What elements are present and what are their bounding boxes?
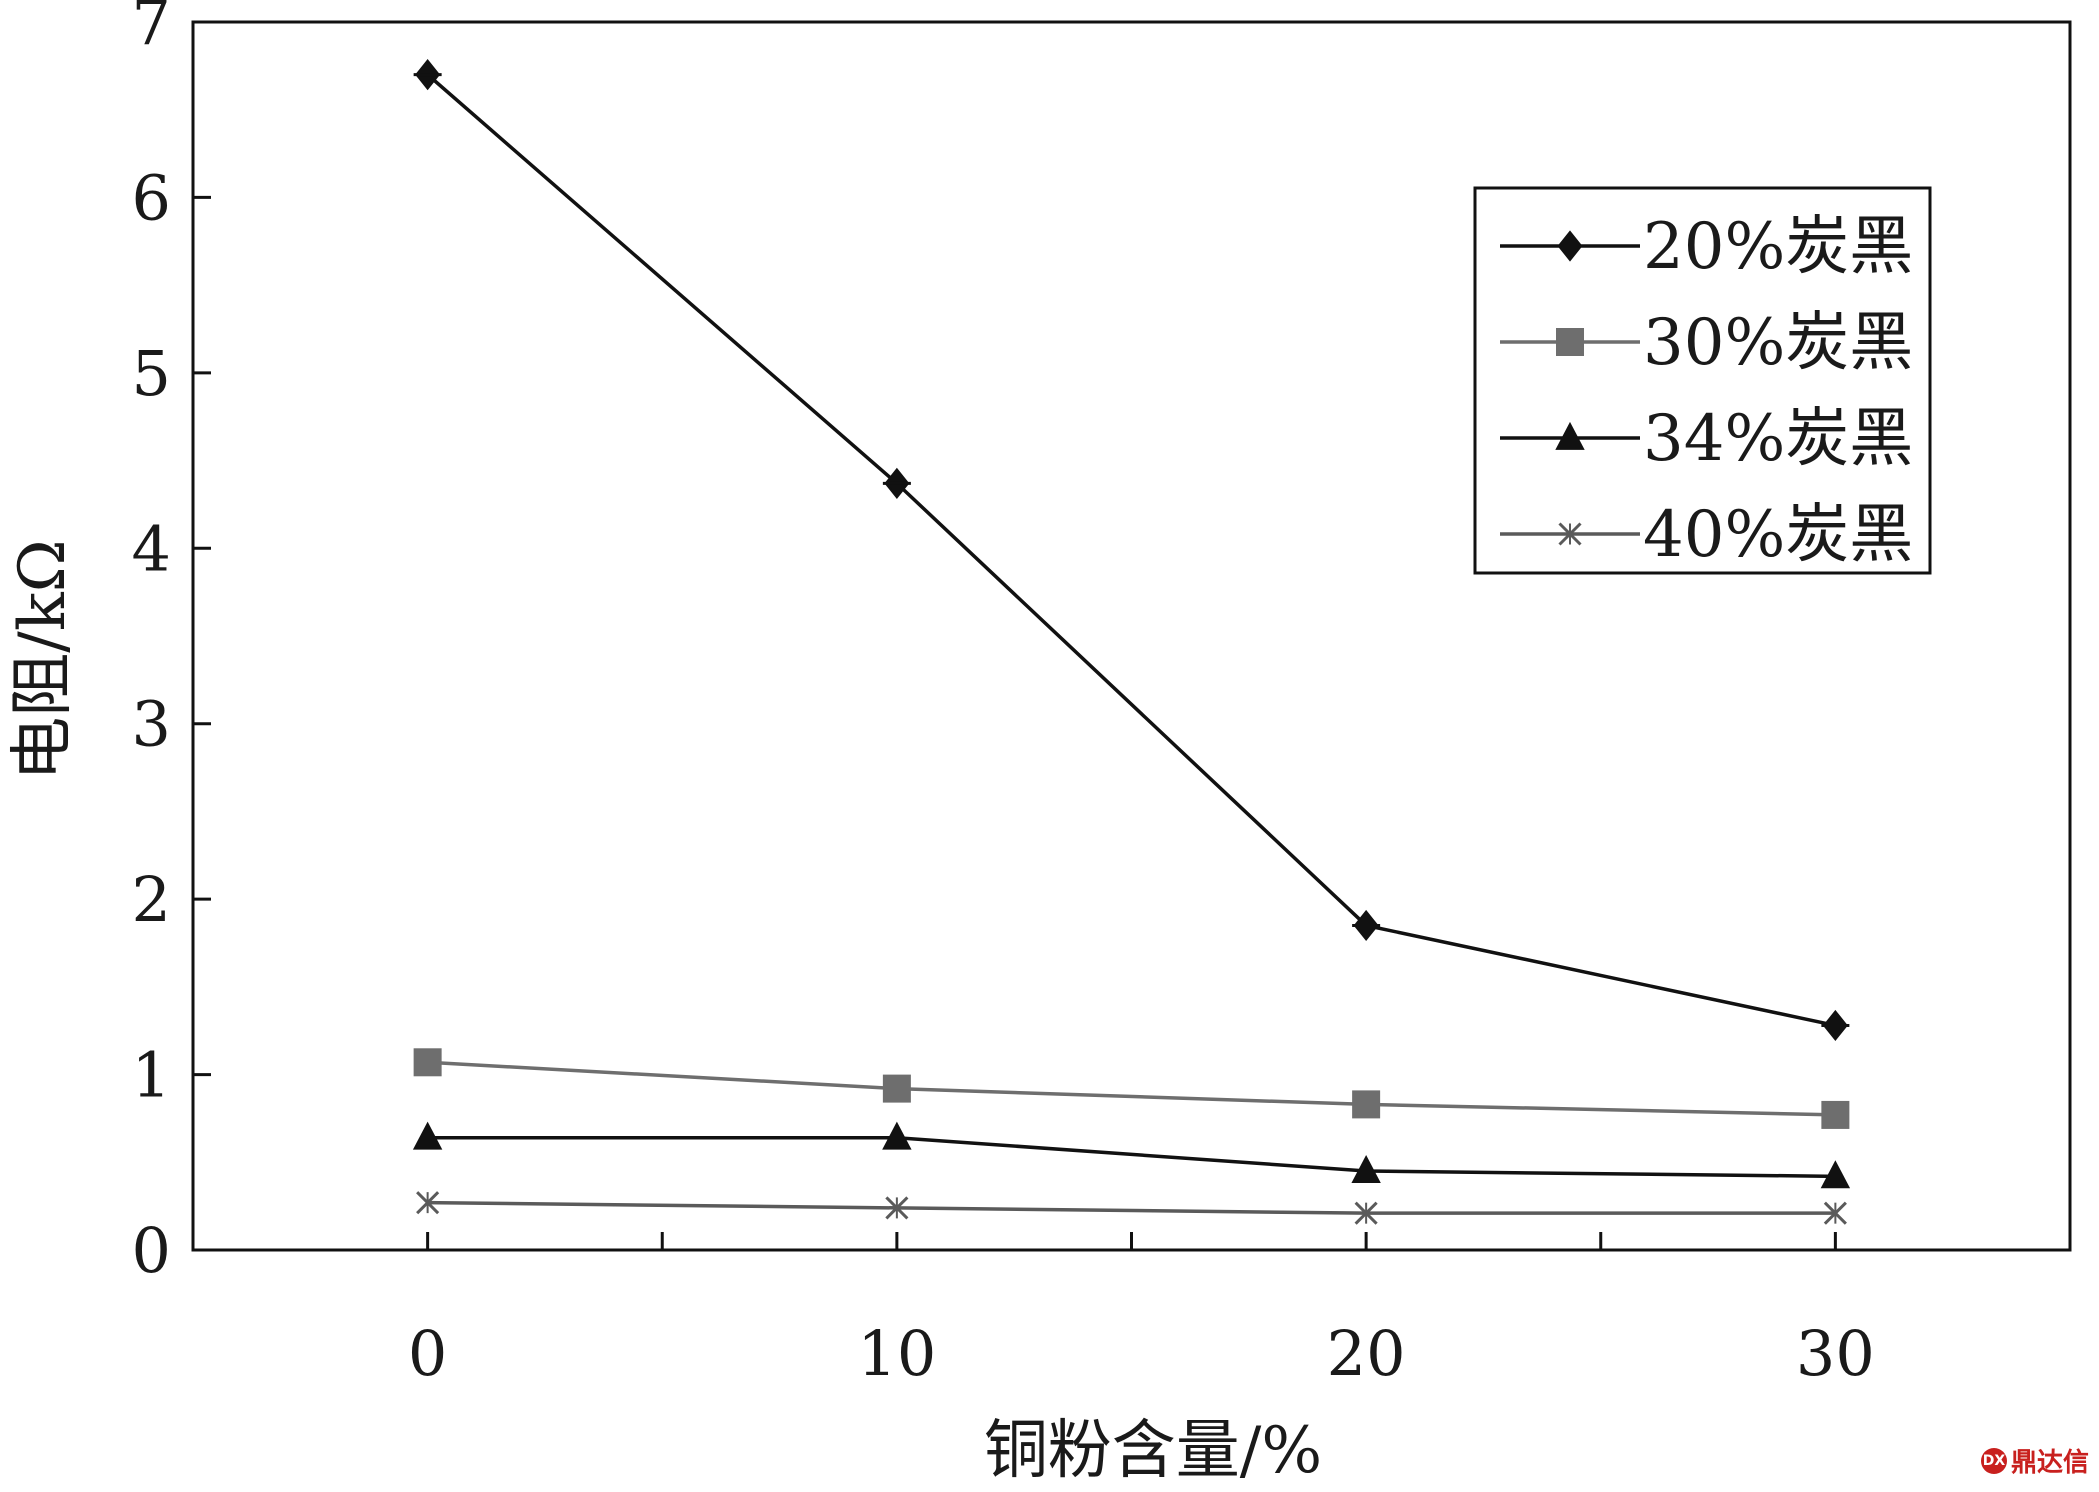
y-tick-label: 3 bbox=[132, 688, 171, 761]
legend-box bbox=[1473, 186, 1932, 575]
legend-label: 34%炭黑 bbox=[1643, 402, 1913, 476]
x-axis-title: 铜粉含量/% bbox=[984, 1414, 1322, 1487]
y-tick-label: 1 bbox=[132, 1039, 171, 1112]
legend: 20%炭黑 30%炭黑 34%炭黑 40%炭黑 bbox=[1473, 186, 1932, 575]
data-point bbox=[413, 1048, 442, 1077]
legend-label: 30%炭黑 bbox=[1643, 306, 1913, 380]
legend-swatch-marker bbox=[1555, 421, 1585, 450]
y-tick-label: 0 bbox=[132, 1214, 171, 1287]
series-group bbox=[412, 59, 1851, 1225]
y-tick-label: 7 bbox=[132, 0, 171, 59]
data-point bbox=[1351, 1154, 1381, 1183]
y-tick-label: 6 bbox=[132, 161, 171, 234]
legend-swatch-marker bbox=[1556, 328, 1584, 356]
x-tick-label: 30 bbox=[1796, 1317, 1875, 1390]
data-point bbox=[1821, 1100, 1850, 1129]
x-tick-label: 10 bbox=[857, 1317, 936, 1390]
series-line bbox=[427, 1200, 1836, 1215]
logo-mark: DX bbox=[1980, 1447, 2007, 1474]
watermark-text: 鼎达信 bbox=[2010, 1448, 2089, 1478]
series-line bbox=[427, 1135, 1836, 1179]
data-point bbox=[882, 1121, 912, 1150]
series-line bbox=[426, 73, 1836, 1028]
series-line bbox=[427, 1060, 1836, 1117]
legend-label: 40%炭黑 bbox=[1643, 498, 1913, 572]
watermark-logo: DX 鼎达信 bbox=[1980, 1442, 2089, 1479]
data-point bbox=[1352, 1090, 1381, 1119]
data-point bbox=[882, 1074, 911, 1103]
y-axis-title: 电阻/kΩ bbox=[6, 539, 80, 780]
axes: 0 1 2 3 4 5 6 7 0 10 20 30 bbox=[132, 0, 2072, 1390]
data-point bbox=[1820, 1160, 1851, 1189]
y-tick-label: 5 bbox=[132, 337, 171, 410]
data-point bbox=[412, 1121, 443, 1150]
x-tick-label: 20 bbox=[1327, 1317, 1406, 1390]
series-3 bbox=[412, 1121, 1851, 1189]
y-tick-label: 4 bbox=[132, 512, 171, 585]
series-1 bbox=[413, 59, 1850, 1042]
legend-label: 20%炭黑 bbox=[1643, 210, 1913, 284]
series-2 bbox=[413, 1048, 1850, 1129]
x-tick-label: 0 bbox=[408, 1317, 447, 1390]
series-4 bbox=[416, 1191, 1847, 1225]
y-tick-label: 2 bbox=[132, 863, 171, 936]
